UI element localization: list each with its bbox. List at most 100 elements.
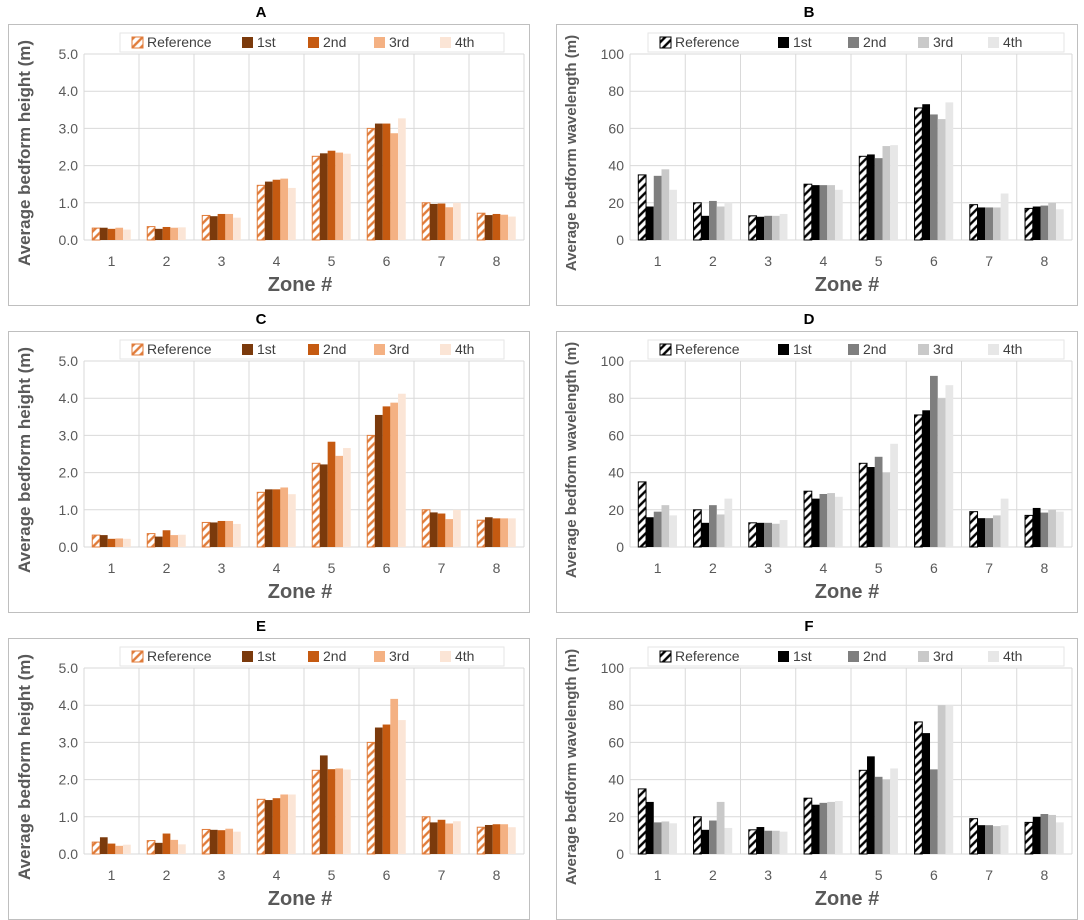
bar-3rd-zone-8 — [500, 214, 509, 240]
y-tick-label: 2.0 — [59, 158, 79, 174]
chart-panel-b: B Reference 1st 2nd 3rd 4th 0 20 40 60 80 100 1 2 3 4 5 6… — [556, 0, 1078, 306]
bar-1st-zone-8 — [484, 215, 493, 240]
legend-item: 1st — [778, 34, 812, 50]
bar-reference-zone-5 — [858, 462, 868, 548]
x-tick-label: 2 — [709, 253, 717, 269]
chart-panel-c: C Reference 1st 2nd 3rd 4th 0.0 1.0 2.0 3.0 4.0 5.0… — [8, 307, 530, 613]
legend-swatch — [848, 37, 859, 48]
bar-1st-zone-4 — [811, 498, 820, 547]
bar-1st-zone-5 — [319, 755, 328, 854]
legend-swatch — [778, 344, 789, 355]
y-tick-label: 0.0 — [59, 539, 79, 555]
y-tick-label: 0 — [616, 846, 624, 862]
legend-label: Reference — [147, 341, 212, 357]
legend-swatch — [988, 37, 999, 48]
x-tick-label: 7 — [985, 867, 993, 883]
bar-reference-zone-4 — [803, 490, 813, 548]
x-tick-label: 7 — [985, 560, 993, 576]
legend-swatch — [659, 343, 672, 356]
x-axis-title: Zone # — [268, 581, 332, 603]
bar-2nd-zone-8 — [492, 213, 501, 240]
bar-2nd-zone-3 — [764, 522, 772, 547]
chart-panel-d: D Reference 1st 2nd 3rd 4th 0 20 40 60 80 100 1 2 3 4 5 6… — [556, 307, 1078, 613]
y-tick-label: 100 — [601, 46, 625, 62]
panel-label: F — [804, 618, 813, 635]
legend-item: 2nd — [308, 34, 346, 50]
bar-3rd-zone-5 — [882, 146, 891, 240]
legend-label: 3rd — [389, 648, 409, 664]
legend-swatch — [918, 651, 929, 662]
bar-1st-zone-7 — [429, 822, 438, 854]
x-tick-label: 8 — [493, 560, 501, 576]
bar-3rd-zone-7 — [992, 515, 1001, 547]
bar-3rd-zone-4 — [280, 487, 289, 547]
bar-4th-zone-6 — [398, 118, 406, 240]
bar-4th-zone-4 — [834, 800, 843, 854]
bar-4th-zone-4 — [288, 187, 296, 240]
legend-item: 2nd — [308, 341, 346, 357]
y-tick-label: 100 — [601, 353, 625, 369]
bar-3rd-zone-2 — [716, 514, 725, 547]
x-tick-label: 3 — [218, 867, 226, 883]
y-tick-label: 3.0 — [59, 427, 79, 443]
bar-reference-zone-7 — [421, 202, 431, 241]
y-tick-label: 3.0 — [59, 120, 79, 136]
legend-item: 2nd — [848, 341, 886, 357]
y-tick-label: 0.0 — [59, 846, 79, 862]
legend: Reference 1st 2nd 3rd 4th — [647, 339, 1065, 360]
bar-4th-zone-1 — [123, 844, 131, 854]
legend-label: 1st — [793, 341, 812, 357]
bar-reference-zone-6 — [366, 741, 376, 855]
x-tick-label: 6 — [383, 560, 391, 576]
bar-1st-zone-3 — [209, 522, 218, 547]
y-tick-label: 4.0 — [59, 390, 79, 406]
bar-1st-zone-3 — [209, 216, 218, 240]
bar-reference-zone-8 — [476, 212, 486, 241]
legend-label: 4th — [1003, 648, 1022, 664]
legend-label: Reference — [147, 648, 212, 664]
x-tick-label: 7 — [985, 253, 993, 269]
bar-2nd-zone-8 — [1040, 512, 1049, 547]
legend: Reference 1st 2nd 3rd 4th — [119, 646, 505, 667]
y-tick-label: 0 — [616, 232, 624, 248]
bar-2nd-zone-2 — [162, 530, 171, 547]
bar-4th-zone-5 — [890, 443, 898, 547]
bar-2nd-zone-5 — [327, 769, 336, 854]
y-axis-title: Average bedform wavelength (m) — [563, 649, 580, 885]
bar-3rd-zone-2 — [716, 801, 725, 854]
legend-swatch — [374, 344, 385, 355]
legend-label: 2nd — [323, 34, 346, 50]
bar-reference-zone-7 — [421, 509, 431, 548]
y-axis-title: Average bedform height (m) — [15, 654, 34, 880]
bar-3rd-zone-4 — [827, 185, 835, 240]
bar-4th-zone-4 — [834, 189, 843, 240]
x-tick-label: 5 — [328, 867, 336, 883]
x-tick-label: 7 — [438, 253, 446, 269]
y-tick-label: 60 — [608, 120, 624, 136]
bar-2nd-zone-4 — [819, 185, 828, 240]
x-axis-title: Zone # — [815, 274, 879, 296]
legend-item: Reference — [659, 341, 740, 357]
bar-3rd-zone-1 — [115, 227, 124, 240]
bar-1st-zone-7 — [977, 825, 986, 854]
legend: Reference 1st 2nd 3rd 4th — [647, 32, 1065, 53]
legend-label: 4th — [1003, 341, 1022, 357]
bar-4th-zone-8 — [508, 216, 516, 240]
x-axis-title: Zone # — [268, 888, 332, 910]
bar-1st-zone-7 — [977, 518, 986, 547]
bar-reference-zone-3 — [201, 521, 211, 548]
bar-4th-zone-5 — [890, 145, 898, 240]
bar-4th-zone-2 — [178, 227, 186, 240]
bar-2nd-zone-7 — [437, 203, 446, 240]
x-tick-label: 8 — [493, 253, 501, 269]
legend-label: 1st — [257, 648, 276, 664]
x-tick-label: 1 — [108, 253, 116, 269]
y-tick-label: 0 — [616, 539, 624, 555]
legend-item: 4th — [440, 648, 474, 664]
panel-label: B — [804, 4, 815, 21]
bar-2nd-zone-6 — [382, 123, 391, 240]
bar-3rd-zone-1 — [661, 169, 670, 240]
bar-4th-zone-2 — [178, 534, 186, 547]
bar-2nd-zone-8 — [492, 824, 501, 854]
x-tick-label: 5 — [875, 253, 883, 269]
